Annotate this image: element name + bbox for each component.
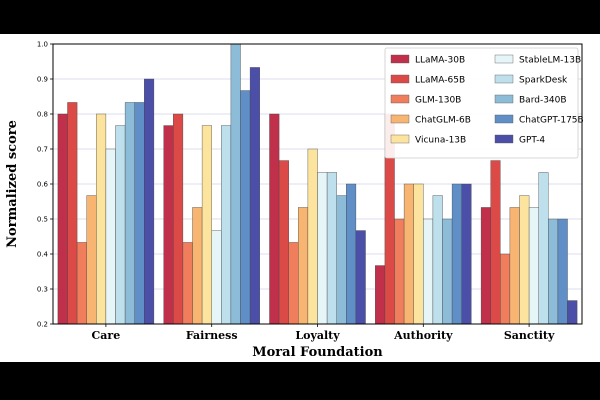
bar-bard-340b-loyalty: [336, 195, 347, 325]
bars: [57, 43, 578, 325]
y-tick-label: 0.5: [37, 216, 48, 224]
legend-label: LLaMA-30B: [415, 56, 465, 66]
bar-gpt-4-care: [144, 78, 155, 325]
bar-sparkdesk-care: [115, 125, 126, 325]
bar-stablelm-13b-care: [105, 148, 116, 325]
legend-swatch: [494, 114, 514, 124]
legend-label: Vicuna-13B: [415, 136, 466, 146]
legend-label: StableLM-13B: [519, 56, 581, 66]
bar-chatglm-6b-care: [86, 195, 97, 325]
y-axis-label: Normalized score: [5, 120, 20, 248]
legend-label: Bard-340B: [519, 96, 567, 106]
bar-llama-30b-loyalty: [269, 113, 280, 325]
bar-llama-65b-care: [67, 102, 78, 325]
legend-label: GPT-4: [519, 136, 545, 146]
legend-swatch: [390, 134, 410, 144]
y-tick-label: 0.8: [37, 111, 48, 119]
bar-glm-130b-fairness: [182, 242, 193, 325]
legend-swatch: [390, 114, 410, 124]
legend-label: GLM-130B: [415, 96, 461, 106]
bar-sparkdesk-fairness: [221, 125, 232, 325]
y-tick-label: 0.4: [37, 251, 49, 259]
bar-bard-340b-care: [124, 102, 135, 325]
bar-llama-65b-fairness: [173, 113, 184, 325]
bar-vicuna-13b-care: [96, 113, 107, 325]
y-tick-label: 0.2: [37, 321, 48, 329]
legend-label: ChatGPT-175B: [519, 116, 584, 126]
x-tick-label-sanctity: Sanctity: [504, 329, 555, 342]
bar-llama-30b-sanctity: [480, 207, 491, 325]
bar-chart: 0.2 0.3 0.4 0.5 0.6 0.7 0.8 0.9 1.0 Care Fairness…: [5, 41, 584, 361]
bar-sparkdesk-authority: [432, 195, 443, 325]
legend-box: [384, 47, 579, 159]
bar-bard-340b-fairness: [230, 43, 241, 325]
bar-stablelm-13b-authority: [423, 218, 434, 325]
bar-llama-65b-sanctity: [490, 160, 501, 325]
bar-stablelm-13b-fairness: [211, 230, 222, 325]
bar-vicuna-13b-loyalty: [307, 148, 318, 325]
bar-chatgpt-175b-authority: [451, 183, 462, 325]
bar-llama-30b-authority: [375, 265, 386, 325]
legend-swatch: [494, 94, 514, 104]
bar-chatgpt-175b-loyalty: [346, 183, 357, 325]
bar-vicuna-13b-sanctity: [519, 195, 530, 325]
bar-chatglm-6b-fairness: [192, 207, 203, 325]
x-tick-label-loyalty: Loyalty: [295, 329, 340, 342]
bar-vicuna-13b-authority: [413, 183, 424, 325]
bar-glm-130b-sanctity: [500, 253, 511, 325]
bar-chatgpt-175b-care: [134, 102, 145, 325]
bar-glm-130b-care: [76, 242, 87, 325]
bar-chatglm-6b-sanctity: [509, 207, 520, 325]
legend-swatch: [494, 134, 514, 144]
legend-swatch: [494, 74, 514, 84]
bar-sparkdesk-sanctity: [538, 172, 549, 325]
bar-llama-65b-loyalty: [278, 160, 289, 325]
bar-chatglm-6b-authority: [403, 183, 414, 325]
bar-gpt-4-sanctity: [567, 300, 578, 325]
y-tick-label: 0.6: [37, 181, 49, 189]
chart-panel: 0.2 0.3 0.4 0.5 0.6 0.7 0.8 0.9 1.0 Care Fairness…: [0, 34, 600, 362]
bar-chatgpt-175b-fairness: [240, 90, 251, 325]
bar-chatgpt-175b-sanctity: [557, 218, 568, 325]
bar-llama-30b-care: [57, 113, 68, 325]
bar-stablelm-13b-loyalty: [317, 172, 328, 325]
legend-label: ChatGLM-6B: [415, 116, 471, 126]
x-tick-label-fairness: Fairness: [186, 329, 238, 342]
bar-gpt-4-authority: [461, 183, 472, 325]
bar-vicuna-13b-fairness: [201, 125, 212, 325]
legend-swatch: [390, 74, 410, 84]
bar-chatglm-6b-loyalty: [298, 207, 309, 325]
x-ticks: Care Fairness Loyalty Authority Sanctity: [92, 324, 555, 342]
bar-glm-130b-authority: [394, 218, 405, 325]
legend-swatch: [390, 94, 410, 104]
legend: LLaMA-30B LLaMA-65B GLM-130B ChatGLM-6B Vicu…: [384, 47, 584, 159]
bar-glm-130b-loyalty: [288, 242, 299, 325]
y-tick-label: 0.7: [37, 146, 48, 154]
x-tick-label-authority: Authority: [393, 329, 453, 342]
bar-llama-30b-fairness: [163, 125, 174, 325]
x-axis-label: Moral Foundation: [252, 345, 383, 360]
y-ticks: 0.2 0.3 0.4 0.5 0.6 0.7 0.8 0.9 1.0: [37, 41, 53, 329]
bar-bard-340b-sanctity: [548, 218, 559, 325]
y-tick-label: 0.9: [37, 76, 48, 84]
bar-gpt-4-fairness: [249, 67, 260, 325]
x-tick-label-care: Care: [92, 329, 121, 342]
y-tick-label: 1.0: [37, 41, 48, 49]
bar-bard-340b-authority: [442, 218, 453, 325]
bar-sparkdesk-loyalty: [326, 172, 337, 325]
bar-stablelm-13b-sanctity: [528, 207, 539, 325]
y-tick-label: 0.3: [37, 286, 48, 294]
legend-label: SparkDesk: [519, 76, 568, 86]
legend-label: LLaMA-65B: [415, 76, 465, 86]
legend-swatch: [494, 54, 514, 64]
legend-swatch: [390, 54, 410, 64]
bar-gpt-4-loyalty: [355, 230, 366, 325]
